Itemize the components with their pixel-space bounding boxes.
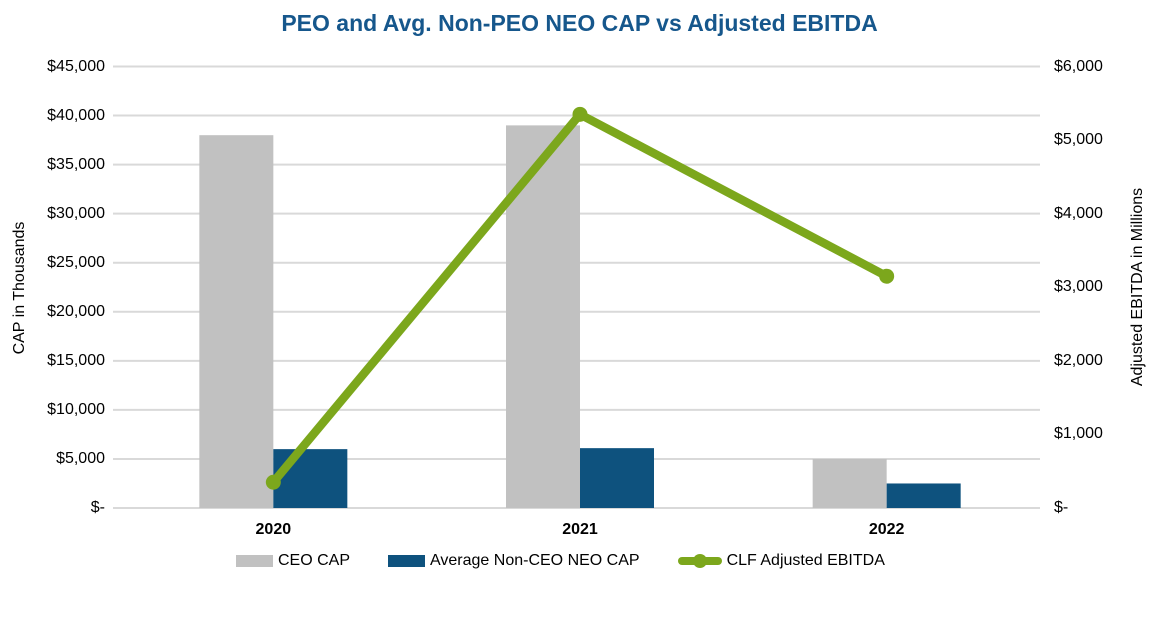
legend-line-swatch <box>677 553 722 569</box>
left-tick-label: $25,000 <box>47 253 105 271</box>
left-tick-label: $45,000 <box>47 57 105 75</box>
ebitda-marker-2020 <box>265 474 281 490</box>
left-tick-label: $40,000 <box>47 106 105 124</box>
legend-item: CLF Adjusted EBITDA <box>677 552 885 570</box>
right-tick-label: $4,000 <box>1054 204 1103 222</box>
legend: CEO CAP Average Non-CEO NEO CAP CLF Adjust… <box>236 552 885 570</box>
ceo-cap-bar-2021 <box>506 125 580 508</box>
ebitda-marker-2022 <box>879 268 895 284</box>
left-tick-label: $35,000 <box>47 155 105 173</box>
legend-label: CEO CAP <box>278 552 351 569</box>
left-tick-label: $20,000 <box>47 302 105 320</box>
legend-label: CLF Adjusted EBITDA <box>726 552 885 569</box>
neo-cap-bar-2022 <box>886 483 961 508</box>
left-tick-label: $- <box>90 499 105 516</box>
legend-item: CEO CAP <box>236 552 350 570</box>
legend-bar-swatch <box>236 555 273 567</box>
legend-line-marker <box>692 554 707 568</box>
legend-item: Average Non-CEO NEO CAP <box>388 552 640 570</box>
left-tick-label: $15,000 <box>47 351 105 369</box>
right-tick-label: $2,000 <box>1054 351 1103 369</box>
neo-cap-bar-2021 <box>580 448 654 508</box>
x-axis-label-2021: 2021 <box>562 521 598 538</box>
right-tick-label: $1,000 <box>1054 425 1103 443</box>
right-tick-label: $3,000 <box>1054 278 1103 296</box>
legend-bar-swatch <box>388 555 426 567</box>
left-tick-label: $10,000 <box>47 400 105 418</box>
right-tick-label: $5,000 <box>1054 131 1103 149</box>
right-tick-label: $- <box>1054 499 1069 516</box>
legend-label: Average Non-CEO NEO CAP <box>430 552 640 569</box>
neo-cap-bar-2020 <box>273 449 348 508</box>
ceo-cap-bar-2022 <box>812 458 887 508</box>
ceo-cap-bar-2020 <box>199 135 274 508</box>
x-axis-label-2020: 2020 <box>255 521 292 538</box>
ebitda-marker-2021 <box>572 106 588 122</box>
left-tick-label: $5,000 <box>56 449 105 467</box>
right-tick-label: $6,000 <box>1054 57 1103 75</box>
left-tick-label: $30,000 <box>47 204 105 222</box>
chart-title: PEO and Avg. Non-PEO NEO CAP vs Adjusted… <box>281 10 878 36</box>
x-axis-label-2022: 2022 <box>868 521 905 538</box>
